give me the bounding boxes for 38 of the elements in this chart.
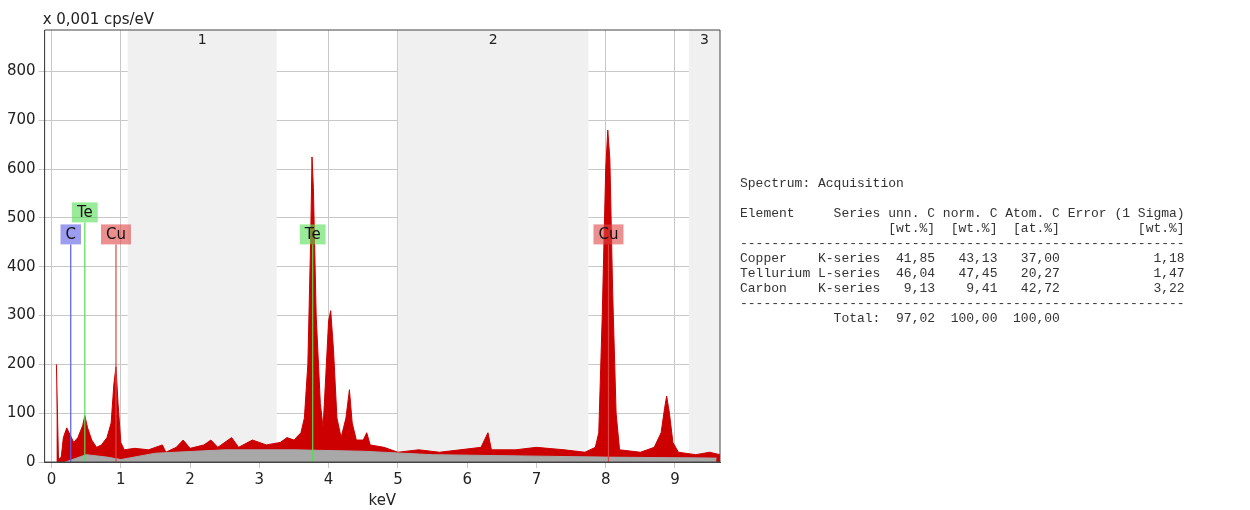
x-tick-label: 9 [670, 469, 680, 488]
text: Copper K-series 41,85 43,13 37,00 1,18 [740, 251, 1185, 266]
y-tick-label: 800 [6, 61, 36, 80]
x-tick-label: 0 [46, 469, 57, 488]
x-tick-label: 6 [462, 469, 472, 488]
x-tick-label: 3 [254, 469, 265, 488]
y-tick-label: 500 [6, 207, 36, 226]
band-label: 3 [699, 30, 709, 47]
ref-line-label: Te [75, 203, 93, 222]
x-tick-label: 1 [116, 469, 126, 488]
x-tick-label: 7 [531, 469, 542, 488]
band-label: 2 [488, 30, 498, 47]
x-axis-title: keV [368, 490, 397, 509]
band-label: 1 [197, 30, 207, 47]
x-tick-label: 2 [185, 469, 195, 488]
y-tick-label: 400 [6, 256, 36, 275]
text: --------------------------------------------------------- [740, 236, 1185, 251]
text: [wt.%] [wt.%] [at.%] [wt.%] [887, 221, 1185, 236]
ref-line-label: Te [303, 225, 321, 244]
y-tick-label: 300 [6, 305, 36, 324]
y-tick-label: 100 [6, 403, 36, 422]
ref-line-label: Cu [598, 225, 619, 244]
x-tick-label: 5 [393, 469, 403, 488]
x-tick-label: 8 [600, 469, 611, 488]
ref-line-label: C [65, 225, 76, 244]
y-tick-label: 200 [6, 354, 36, 373]
x-tick-label: 4 [323, 469, 334, 488]
y-axis-title: x 0,001 cps/eV [42, 10, 155, 29]
text: Carbon K-series 9,13 9,41 42,72 3,22 [740, 281, 1185, 296]
y-tick-label: 0 [26, 451, 36, 470]
text: Spectrum: Acquisition [740, 176, 905, 191]
text: Tellurium L-series 46,04 47,45 20,27 1,47 [740, 266, 1185, 281]
y-tick-label: 700 [6, 110, 36, 129]
y-tick-label: 600 [6, 159, 36, 178]
text: Element Series unn. C norm. C Atom. C Error (1 Sigma) [740, 206, 1185, 221]
text: --------------------------------------------------------- [740, 296, 1185, 311]
text: Total: 97,02 100,00 100,00 [832, 311, 1061, 326]
ref-line-label: Cu [105, 225, 126, 244]
